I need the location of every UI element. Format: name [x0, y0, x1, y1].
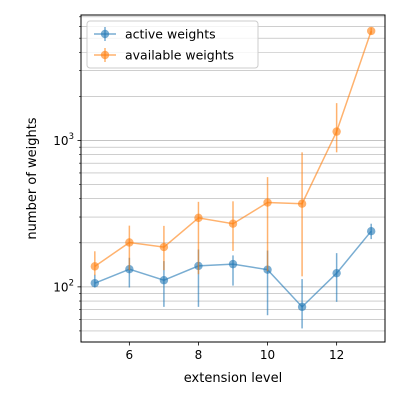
y-tick-label: 103: [53, 132, 74, 148]
y-axis-label: number of weights: [25, 117, 40, 239]
data-point: [159, 242, 169, 252]
data-point: [125, 238, 134, 247]
plot-frame: [80, 14, 386, 343]
legend-marker: [100, 50, 110, 60]
data-point: [366, 227, 376, 236]
legend-entry: active weights: [94, 27, 216, 42]
y-tick-exponent: 3: [69, 132, 74, 142]
data-point: [332, 268, 341, 278]
data-point: [228, 259, 238, 269]
y-tick-base: 10: [53, 134, 68, 148]
x-tick-label: 6: [126, 348, 134, 362]
legend-entry: available weights: [94, 48, 234, 63]
grid-lines: [81, 16, 385, 332]
data-point: [194, 213, 203, 223]
x-axis-label: extension level: [184, 371, 282, 386]
data-point: [297, 302, 307, 312]
data-point: [228, 219, 238, 228]
data-point: [366, 26, 376, 36]
y-tick-exponent: 2: [69, 278, 74, 288]
data-point: [263, 198, 272, 207]
data-point: [90, 262, 100, 271]
legend-label: active weights: [125, 27, 216, 42]
data-point: [159, 276, 169, 285]
series-layer: [90, 26, 376, 329]
x-tick-label: 10: [260, 348, 275, 362]
legend-marker: [100, 29, 110, 39]
data-point: [90, 278, 100, 288]
x-tick-label: 12: [329, 348, 344, 362]
data-point: [297, 199, 307, 208]
legend-box: [86, 20, 259, 69]
legend-label: available weights: [125, 48, 234, 63]
y-tick-label: 102: [53, 278, 74, 294]
series-available-weights: [90, 26, 376, 277]
legend: active weights available weights: [86, 20, 259, 69]
x-tick-label: 8: [195, 348, 203, 362]
data-point: [332, 127, 341, 136]
y-tick-base: 10: [53, 280, 68, 294]
